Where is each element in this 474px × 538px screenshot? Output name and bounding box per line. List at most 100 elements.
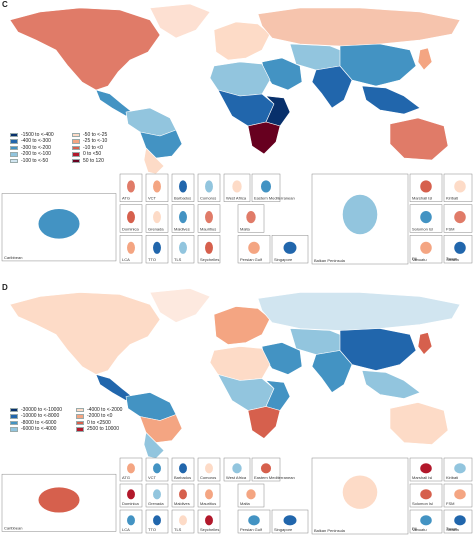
legend-swatch xyxy=(76,414,84,419)
legend-swatch xyxy=(10,158,18,163)
inset-region xyxy=(283,515,297,526)
panel-d: D -30000 to <-10000 -10000 to <-8000 -8000… xyxy=(0,269,474,538)
legend-col-left: -30000 to <-10000 -10000 to <-8000 -8000 t… xyxy=(10,407,62,433)
inset-label: Comoros xyxy=(200,196,216,201)
legend-item: -200 to <-100 xyxy=(10,151,54,157)
world-map-c xyxy=(9,3,461,175)
region-europe xyxy=(213,21,271,61)
inset-label: Balkan Peninsula xyxy=(314,528,346,533)
inset-label: Singapore xyxy=(274,257,293,262)
panel-letter: C xyxy=(2,0,8,9)
inset-region xyxy=(454,515,466,526)
inset-label: Kiribati xyxy=(446,196,458,201)
legend-swatch xyxy=(10,408,18,413)
region-australia xyxy=(389,402,449,445)
insets-d: Caribbean ATG VCT Barbados Comoros Dominica Gr… xyxy=(1,457,473,535)
region-africa-c xyxy=(217,89,275,127)
region-northamerica xyxy=(9,7,161,91)
legend-label: 2500 to 10000 xyxy=(87,426,119,433)
legend-item: -8000 to <-6000 xyxy=(10,420,62,426)
legend-item: -50 to <-25 xyxy=(72,132,107,138)
inset-label: Marshall Isl xyxy=(412,196,432,201)
region-australia xyxy=(389,117,449,161)
inset-label: Vanuatu xyxy=(412,527,427,532)
legend-swatch xyxy=(76,427,84,432)
inset-label: Barbados xyxy=(174,475,191,480)
inset-region xyxy=(179,463,187,474)
inset-label: Fiji xyxy=(412,256,417,261)
inset-region xyxy=(454,211,466,224)
legend-label: 0 to <50 xyxy=(83,151,102,158)
legend-swatch xyxy=(72,133,80,138)
region-seasia xyxy=(361,370,421,399)
inset-label: Seychelles xyxy=(200,527,219,532)
inset-region xyxy=(283,241,297,254)
world-map-d xyxy=(9,288,461,459)
inset-region xyxy=(153,515,161,526)
legend-swatch xyxy=(10,152,18,157)
legend-swatch xyxy=(72,139,80,144)
legend-label: -6000 to <-4000 xyxy=(21,426,57,433)
inset-label: Grenada xyxy=(148,226,164,231)
inset-region xyxy=(246,489,256,500)
legend-label: -50 to <-25 xyxy=(83,132,108,138)
region-northamerica xyxy=(9,292,161,375)
legend-swatch xyxy=(10,145,18,151)
inset-label: West Africa xyxy=(226,475,247,480)
region-europe xyxy=(213,306,271,345)
legend-swatch xyxy=(72,152,80,157)
inset-region xyxy=(420,463,432,474)
inset-label: Singapore xyxy=(274,527,293,532)
inset-region xyxy=(246,211,256,224)
inset-label: Dominica xyxy=(122,226,139,231)
inset-label: TLS xyxy=(174,257,182,262)
legend-label: -10000 to <-8000 xyxy=(21,413,60,420)
legend-label: -8000 to <-6000 xyxy=(21,419,57,426)
inset-label: Caribbean xyxy=(4,525,22,530)
region-russia xyxy=(257,7,461,47)
inset-label: Maldives xyxy=(174,226,190,231)
region-seasia xyxy=(361,85,421,115)
inset-label: Marshall Isl xyxy=(412,475,432,480)
legend-swatch xyxy=(10,414,18,419)
inset-region xyxy=(205,463,213,474)
inset-label: Maldives xyxy=(174,501,190,506)
inset-label: LCA xyxy=(122,527,130,532)
inset-label: Seychelles xyxy=(200,257,219,262)
legend-label: -25 to <-10 xyxy=(83,138,108,145)
legend-item: 50 to 120 xyxy=(72,158,107,164)
inset-region xyxy=(248,515,260,526)
inset-label: Dominica xyxy=(122,501,139,506)
inset-label: TLS xyxy=(174,527,182,532)
inset-label: Vanuatu xyxy=(412,257,427,262)
inset-region xyxy=(232,180,242,193)
inset-label: West Africa xyxy=(226,196,247,201)
inset-label: FSM xyxy=(446,501,454,506)
inset-label: Tonga xyxy=(446,526,458,531)
legend-swatch xyxy=(72,145,80,151)
inset-region xyxy=(420,211,432,224)
legend-col-left: -1500 to <-400 -400 to <-300 -300 to <-200… xyxy=(10,132,54,164)
legend-item: 0 to <50 xyxy=(72,151,107,157)
inset-region xyxy=(420,515,432,526)
land xyxy=(9,3,461,175)
legend-label: -10 to <0 xyxy=(83,144,103,151)
inset-region xyxy=(38,208,80,239)
region-japan xyxy=(417,332,433,355)
region-china xyxy=(339,43,417,87)
inset-region xyxy=(232,463,242,474)
legend-swatch xyxy=(72,158,80,163)
inset-region xyxy=(454,180,466,193)
legend-item: -10000 to <-8000 xyxy=(10,413,62,419)
legend-item: -10 to <0 xyxy=(72,145,107,151)
inset-region xyxy=(454,489,466,500)
inset-region xyxy=(260,180,272,193)
legend-swatch xyxy=(10,427,18,432)
inset-label: Solomon Isl xyxy=(412,226,433,231)
inset-label: Persian Gulf xyxy=(240,257,263,262)
legend-item: -25 to <-10 xyxy=(72,138,107,144)
inset-label: Tonga xyxy=(446,256,458,261)
legend-label: 50 to 120 xyxy=(83,157,104,164)
legend-label: -4000 to <-2000 xyxy=(87,407,123,413)
legend-item: -100 to <-50 xyxy=(10,158,54,164)
